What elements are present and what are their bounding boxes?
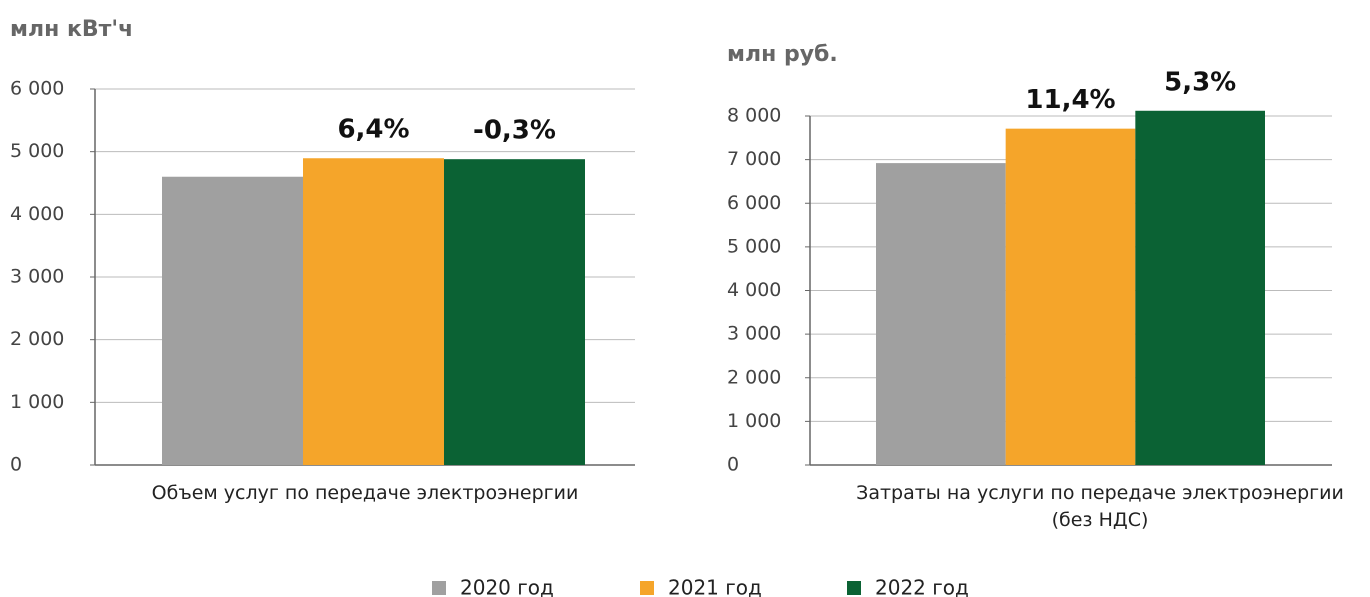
bar [876,163,1006,466]
legend-swatch [432,581,446,595]
bar [1005,128,1136,465]
bar [162,176,303,465]
growth-label: 11,4% [1025,85,1115,115]
growth-label: 6,4% [337,115,409,145]
bar [303,158,444,465]
y-tick-label: 7 000 [727,148,781,170]
y-tick-label: 1 000 [10,391,64,413]
bar [1135,110,1265,465]
y-tick-label: 3 000 [727,323,781,345]
legend-label: 2021 год [668,576,762,597]
y-tick-label: 8 000 [727,105,781,127]
y-tick-label: 4 000 [10,203,64,225]
y-tick-label: 2 000 [727,366,781,388]
growth-label: 5,3% [1164,67,1236,97]
category-label: Объем услуг по передаче электроэнергии [151,482,579,504]
growth-label: -0,3% [473,116,556,146]
y-tick-label: 0 [727,454,739,476]
bar [444,159,585,466]
legend-label: 2020 год [460,576,554,597]
legend-swatch [640,581,654,595]
category-label: Затраты на услуги по передаче электроэне… [856,482,1344,531]
legend-label: 2022 год [875,576,969,597]
legend-swatch [847,581,861,595]
y-tick-label: 4 000 [727,279,781,301]
y-axis-title: млн кВт'ч [10,17,133,42]
y-tick-label: 3 000 [10,266,64,288]
y-tick-label: 0 [10,454,22,476]
y-axis-title: млн руб. [727,42,838,67]
y-tick-label: 1 000 [727,410,781,432]
y-tick-label: 5 000 [727,235,781,257]
y-tick-label: 6 000 [10,78,64,100]
y-tick-label: 5 000 [10,140,64,162]
y-tick-label: 2 000 [10,328,64,350]
y-tick-label: 6 000 [727,192,781,214]
